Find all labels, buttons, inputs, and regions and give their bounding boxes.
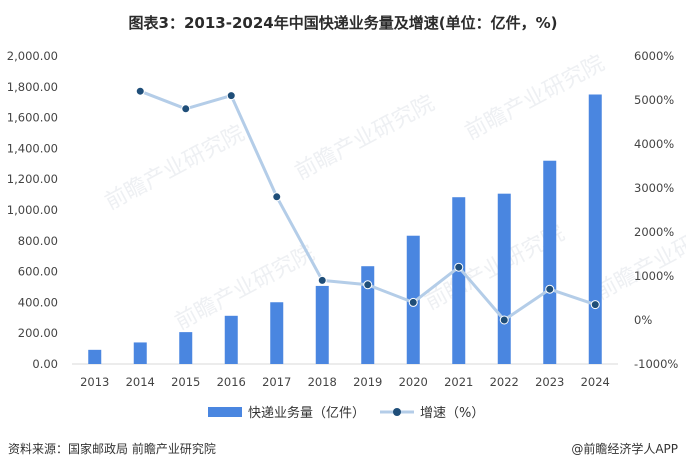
y-left-tick-label: 1,200.00 <box>7 172 58 186</box>
y-left-tick-label: 0.00 <box>32 357 58 371</box>
legend-bar-label: 快递业务量（亿件） <box>248 405 365 421</box>
x-tick-label: 2021 <box>444 375 473 389</box>
bar <box>588 94 602 364</box>
y-left-tick-label: 600.00 <box>18 265 58 279</box>
y-axis-right: -1000% 0% 1000% 2000% 3000% 4000% 5000% 6000% <box>634 49 678 371</box>
growth-point <box>408 297 418 307</box>
y-left-tick-label: 1,600.00 <box>7 111 58 125</box>
source-note: 资料来源：国家邮政局 前瞻产业研究院 <box>8 442 216 456</box>
bar <box>224 315 238 364</box>
y-left-tick-label: 200.00 <box>18 326 58 340</box>
watermark-text: 前瞻产业研究院 <box>291 91 439 185</box>
y-left-tick-label: 1,000.00 <box>7 203 58 217</box>
legend: 快递业务量（亿件） 增速（%） <box>208 405 484 421</box>
x-tick-label: 2013 <box>80 375 109 389</box>
y-right-tick-label: 1000% <box>634 269 674 283</box>
y-axis-left: 0.00 200.00 400.00 600.00 800.00 1,000.00 1,20… <box>7 49 58 371</box>
credit-note: @前瞻经济学人APP <box>571 442 678 456</box>
y-left-tick-label: 800.00 <box>18 234 58 248</box>
legend-line-label: 增速（%） <box>420 406 484 421</box>
x-tick-label: 2014 <box>126 375 155 389</box>
y-right-tick-label: -1000% <box>634 357 678 371</box>
y-right-tick-label: 0% <box>634 313 652 327</box>
bar <box>452 197 466 364</box>
x-tick-label: 2018 <box>308 375 337 389</box>
growth-point <box>226 91 236 101</box>
y-right-tick-label: 5000% <box>634 93 674 107</box>
growth-point <box>454 262 464 272</box>
bar-series <box>88 94 602 364</box>
bar <box>361 266 375 364</box>
y-left-tick-label: 1,400.00 <box>7 141 58 155</box>
legend-line-marker <box>393 408 401 416</box>
x-tick-label: 2019 <box>353 375 382 389</box>
bar <box>133 342 147 364</box>
y-right-tick-label: 4000% <box>634 137 674 151</box>
bar <box>543 160 557 364</box>
x-tick-label: 2023 <box>535 375 564 389</box>
y-right-tick-label: 6000% <box>634 49 674 63</box>
growth-point <box>590 300 600 310</box>
growth-point <box>545 284 555 294</box>
legend-bar-swatch <box>208 407 242 417</box>
line-series <box>135 86 600 325</box>
y-right-tick-label: 3000% <box>634 181 674 195</box>
growth-point <box>135 86 145 96</box>
bar <box>270 302 284 364</box>
growth-point <box>317 275 327 285</box>
growth-point <box>499 315 509 325</box>
bar <box>497 193 511 364</box>
bar <box>179 332 193 364</box>
x-tick-label: 2022 <box>490 375 519 389</box>
x-tick-label: 2017 <box>262 375 291 389</box>
growth-point <box>363 280 373 290</box>
watermark-text: 前瞻产业研究院 <box>171 241 319 335</box>
growth-point <box>181 104 191 114</box>
x-tick-label: 2015 <box>171 375 200 389</box>
watermark-text: 前瞻产业研究院 <box>101 121 249 215</box>
watermark-text: 前瞻产业研究院 <box>461 51 609 145</box>
growth-point <box>272 192 282 202</box>
y-left-tick-label: 400.00 <box>18 295 58 309</box>
x-tick-label: 2024 <box>581 375 610 389</box>
x-tick-label: 2020 <box>399 375 428 389</box>
y-left-tick-label: 1,800.00 <box>7 80 58 94</box>
chart-title: 图表3：2013-2024年中国快递业务量及增速(单位：亿件，%) <box>128 14 558 32</box>
y-right-tick-label: 2000% <box>634 225 674 239</box>
x-axis: 2013 2014 2015 2016 2017 2018 2019 2020 2021 2022… <box>80 375 610 389</box>
bar <box>315 285 329 364</box>
y-left-tick-label: 2,000.00 <box>7 49 58 63</box>
x-tick-label: 2016 <box>217 375 246 389</box>
bar <box>88 349 102 364</box>
